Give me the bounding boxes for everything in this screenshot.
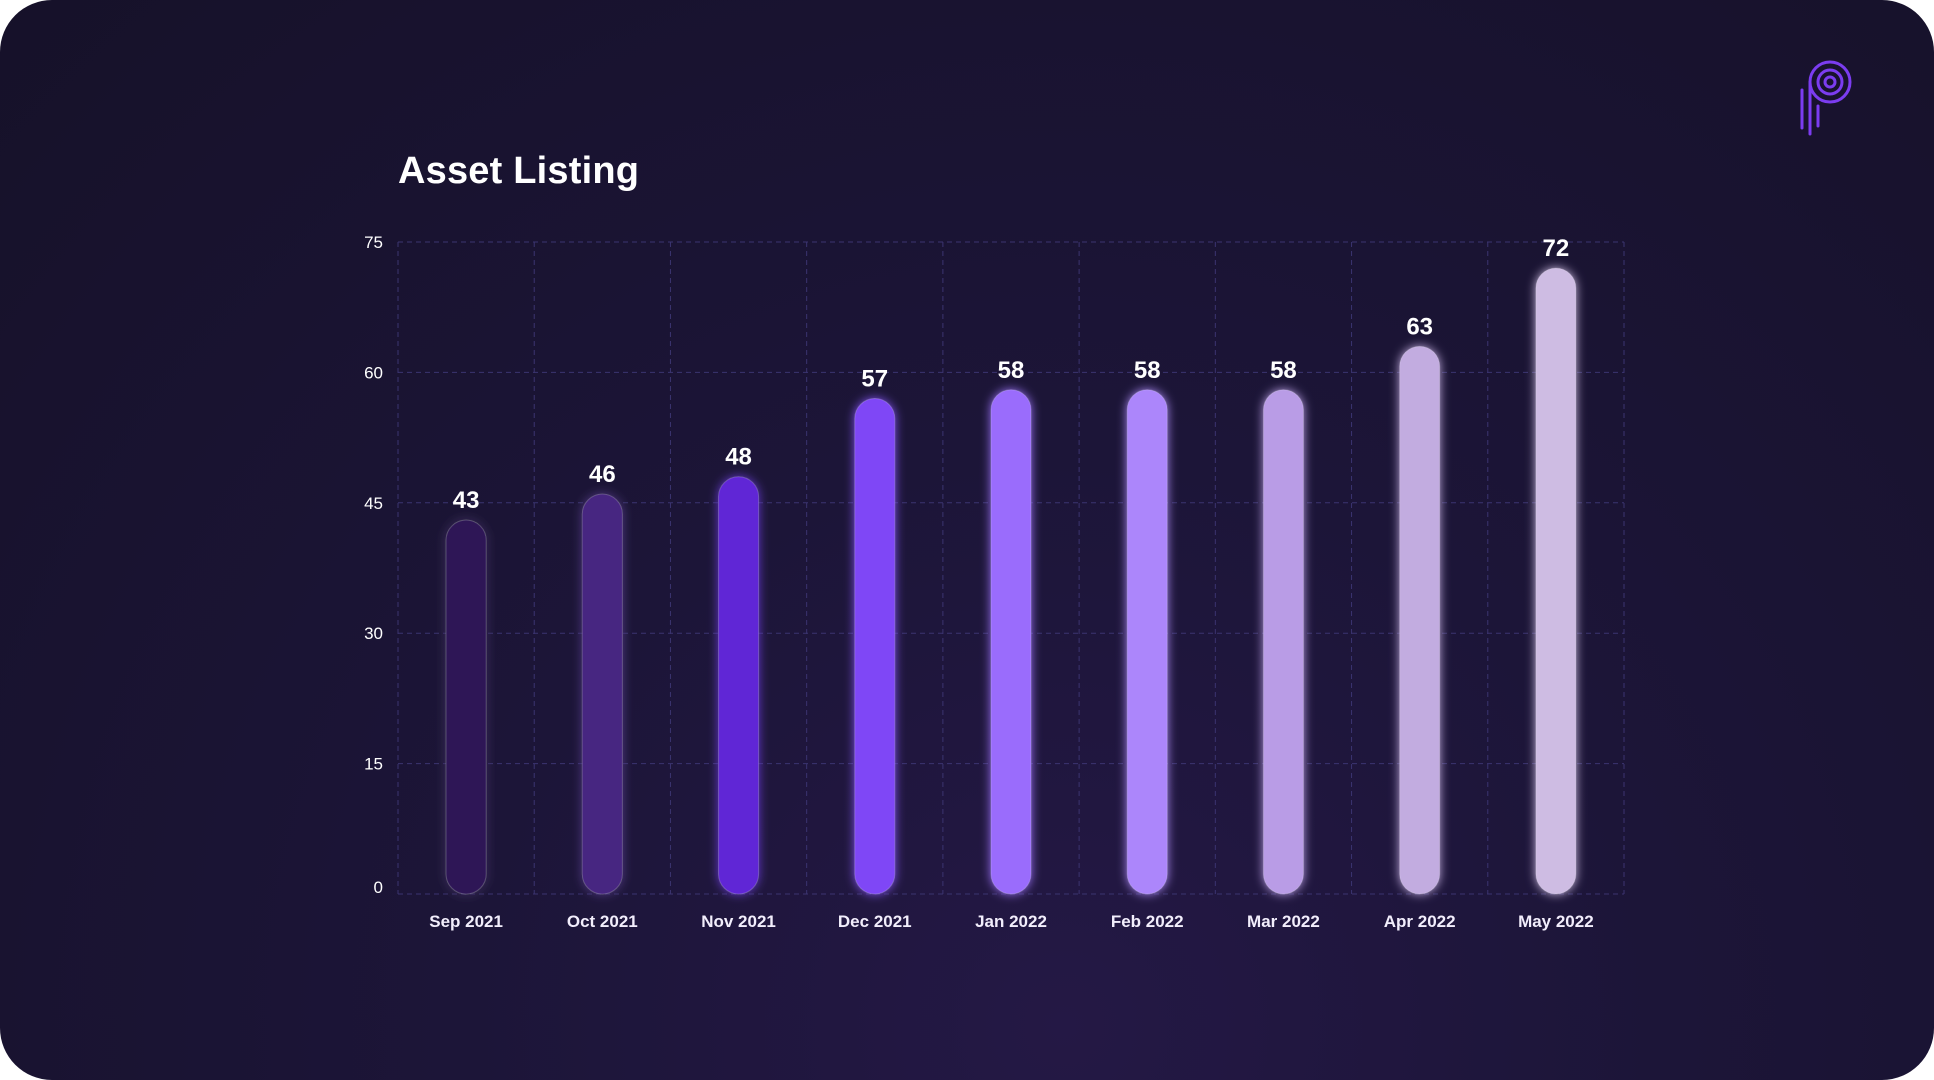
y-tick-label: 60 xyxy=(364,363,383,382)
bar xyxy=(718,476,760,895)
bar-value-label: 58 xyxy=(998,357,1025,384)
labels: 43 46 48 57 58 58 58 63 72 xyxy=(453,235,1569,514)
x-tick-label: Feb 2022 xyxy=(1111,912,1184,931)
bar-value-label: 72 xyxy=(1543,235,1570,262)
bar-value-label: 46 xyxy=(589,461,616,488)
y-tick-label: 30 xyxy=(364,624,383,643)
bar xyxy=(990,389,1032,895)
bar-value-label: 57 xyxy=(861,365,888,392)
axes: 0 15 30 45 60 75 Sep 2021 Oct 2021 Nov 2021 Dec 2… xyxy=(364,233,1594,931)
x-tick-label: Dec 2021 xyxy=(838,912,912,931)
bar xyxy=(581,493,623,895)
bars xyxy=(445,267,1577,895)
x-tick-label: May 2022 xyxy=(1518,912,1594,931)
x-tick-label: Apr 2022 xyxy=(1384,912,1456,931)
chart-title: Asset Listing xyxy=(398,150,640,192)
y-tick-label: 75 xyxy=(364,233,383,252)
x-tick-label: Nov 2021 xyxy=(701,912,776,931)
bar-value-label: 58 xyxy=(1270,357,1297,384)
x-tick-label: Sep 2021 xyxy=(429,912,503,931)
x-tick-label: Jan 2022 xyxy=(975,912,1047,931)
bar xyxy=(445,519,487,895)
y-tick-label: 15 xyxy=(364,755,383,774)
x-tick-label: Oct 2021 xyxy=(567,912,638,931)
bar xyxy=(1262,389,1304,895)
bar-value-label: 58 xyxy=(1134,357,1161,384)
brand-logo-icon xyxy=(1800,60,1852,136)
bar-value-label: 48 xyxy=(725,444,752,471)
x-tick-label: Mar 2022 xyxy=(1247,912,1320,931)
bar xyxy=(854,397,896,895)
bar xyxy=(1126,389,1168,895)
bar xyxy=(1535,267,1577,895)
bar-value-label: 63 xyxy=(1406,313,1433,340)
bar xyxy=(1399,345,1441,895)
bar-value-label: 43 xyxy=(453,487,480,514)
y-tick-label: 0 xyxy=(374,878,383,897)
y-tick-label: 45 xyxy=(364,494,383,513)
